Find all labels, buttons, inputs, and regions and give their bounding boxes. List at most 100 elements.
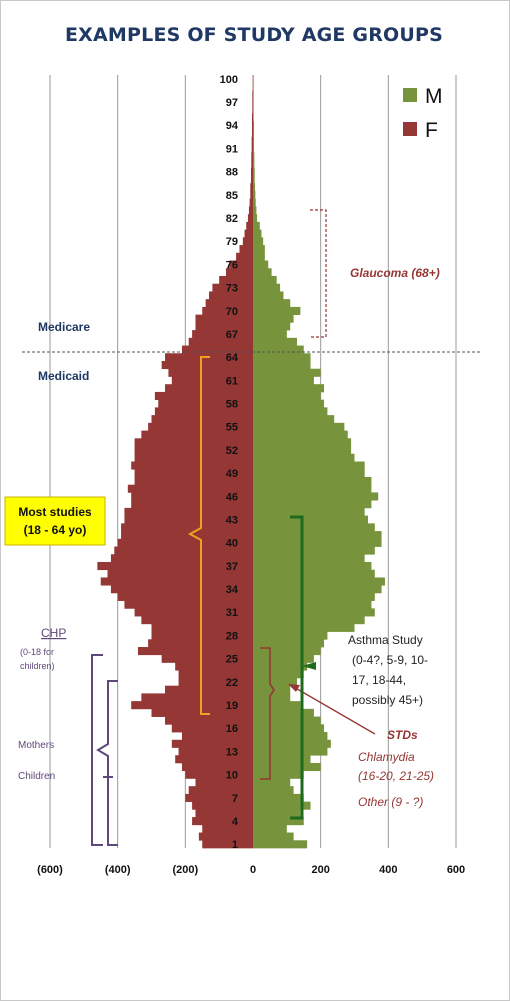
bar-m bbox=[253, 330, 287, 339]
bar-m bbox=[253, 500, 372, 509]
bar-f bbox=[175, 662, 253, 671]
bar-m bbox=[253, 561, 372, 571]
bar-f bbox=[251, 152, 253, 161]
bar-f bbox=[225, 268, 253, 277]
bar-f bbox=[251, 129, 253, 138]
bar-m bbox=[253, 639, 325, 648]
y-tick-label: 49 bbox=[226, 468, 238, 480]
bar-m bbox=[253, 778, 291, 787]
bar-m bbox=[253, 376, 314, 385]
bar-f bbox=[192, 330, 253, 339]
std-label: STDs bbox=[387, 728, 418, 742]
bar-m bbox=[253, 144, 255, 153]
y-tick-label: 31 bbox=[226, 607, 238, 619]
bar-m bbox=[253, 461, 365, 470]
y-tick-label: 43 bbox=[226, 514, 238, 526]
bar-f bbox=[202, 306, 253, 315]
bar-m bbox=[253, 840, 308, 849]
bar-f bbox=[236, 252, 253, 261]
legend: M F bbox=[403, 85, 443, 142]
y-tick-label: 7 bbox=[232, 793, 238, 805]
chlamydia-line1: Chlamydia bbox=[358, 750, 415, 764]
bar-f bbox=[192, 817, 253, 826]
bar-f bbox=[151, 415, 253, 424]
y-tick-label: 76 bbox=[226, 259, 238, 271]
legend-swatch-f bbox=[403, 122, 417, 136]
bar-m bbox=[253, 677, 297, 687]
bar-f bbox=[124, 600, 253, 609]
bar-m bbox=[253, 608, 375, 617]
bar-m bbox=[253, 755, 311, 764]
y-tick-label: 61 bbox=[226, 375, 238, 387]
bar-m bbox=[253, 600, 372, 609]
bar-m bbox=[253, 469, 365, 478]
bar-f bbox=[151, 623, 253, 632]
chp-bracket bbox=[91, 654, 103, 846]
bar-f bbox=[134, 453, 253, 462]
chart-title: EXAMPLES OF STUDY AGE GROUPS bbox=[64, 24, 444, 46]
bar-f bbox=[124, 515, 253, 524]
bar-f bbox=[251, 144, 253, 153]
bar-m bbox=[253, 832, 294, 841]
y-tick-label: 58 bbox=[226, 399, 238, 411]
bar-f bbox=[209, 291, 253, 300]
bar-m bbox=[253, 793, 304, 802]
bar-m bbox=[253, 708, 314, 717]
bar-f bbox=[154, 407, 253, 416]
bar-m bbox=[253, 105, 254, 114]
std-arrow-head bbox=[288, 684, 300, 692]
bar-f bbox=[171, 376, 253, 385]
bar-f bbox=[161, 654, 253, 663]
bar-m bbox=[253, 245, 265, 254]
bar-f bbox=[251, 113, 253, 122]
bar-m bbox=[253, 484, 372, 493]
chp-label: CHP bbox=[41, 626, 66, 640]
bar-f bbox=[251, 136, 253, 145]
bar-f bbox=[141, 616, 253, 625]
bar-m bbox=[253, 724, 325, 733]
glaucoma-label: Glaucoma (68+) bbox=[350, 266, 440, 280]
bar-m bbox=[253, 623, 355, 632]
bar-m bbox=[253, 299, 291, 308]
x-tick-label: 200 bbox=[311, 864, 329, 876]
bar-f bbox=[251, 160, 253, 169]
bar-f bbox=[127, 484, 253, 493]
bar-f bbox=[154, 391, 253, 401]
children-label: Children bbox=[18, 771, 55, 782]
bar-m bbox=[253, 569, 375, 578]
bar-f bbox=[137, 647, 253, 656]
y-tick-label: 55 bbox=[226, 422, 238, 434]
x-tick-label: (600) bbox=[37, 864, 63, 876]
bar-f bbox=[165, 716, 253, 725]
bar-m bbox=[253, 422, 345, 431]
asthma-line1: Asthma Study bbox=[348, 633, 423, 647]
bar-m bbox=[253, 345, 304, 354]
bar-f bbox=[141, 430, 253, 439]
bar-f bbox=[97, 561, 253, 571]
y-tick-label: 34 bbox=[226, 584, 239, 596]
mothers-children-bracket bbox=[96, 680, 118, 846]
bar-f bbox=[185, 770, 253, 779]
bar-f bbox=[114, 546, 254, 555]
female-bars bbox=[97, 75, 254, 849]
y-axis-ticks: 1 4 7 10 13 16 19 22 25 28 31 34 37 40 43 46 49 52 55 58 61 6… bbox=[220, 74, 239, 851]
bar-m bbox=[253, 546, 375, 555]
y-tick-label: 79 bbox=[226, 236, 238, 248]
bar-f bbox=[151, 708, 253, 717]
bar-f bbox=[134, 608, 253, 617]
most-studies-bracket bbox=[187, 356, 210, 715]
bar-m bbox=[253, 75, 254, 84]
bar-f bbox=[131, 500, 253, 509]
bar-m bbox=[253, 453, 355, 462]
bar-m bbox=[253, 716, 321, 725]
y-tick-label: 73 bbox=[226, 283, 238, 295]
asthma-line4: possibly 45+) bbox=[352, 693, 423, 707]
bar-f bbox=[205, 299, 253, 308]
y-tick-label: 1 bbox=[232, 839, 238, 851]
bar-m bbox=[253, 523, 375, 532]
bar-f bbox=[131, 701, 253, 710]
bar-m bbox=[253, 654, 314, 663]
asthma-tick bbox=[302, 662, 316, 670]
bar-m bbox=[253, 98, 254, 107]
mothers-label: Mothers bbox=[18, 740, 54, 751]
